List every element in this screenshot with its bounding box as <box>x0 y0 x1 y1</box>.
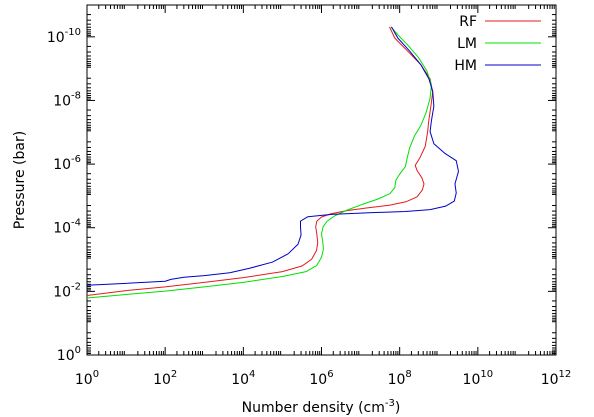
legend: RF LM HM <box>454 14 541 74</box>
x-tick-labels: 100 102 104 106 108 1010 1012 <box>75 369 571 388</box>
x-tick-label: 100 <box>75 369 99 388</box>
y-tick-label: 10-2 <box>53 281 81 300</box>
legend-label-lm: LM <box>457 36 477 52</box>
y-tick-label: 10-6 <box>53 154 81 173</box>
y-tick-label: 10-8 <box>53 90 81 109</box>
series-lines <box>86 26 459 299</box>
x-axis-label: Number density (cm-3) <box>242 398 401 416</box>
x-tick-label: 1012 <box>541 369 572 388</box>
major-ticks <box>86 5 557 356</box>
legend-label-hm: HM <box>454 58 477 74</box>
legend-label-rf: RF <box>459 14 477 30</box>
y-tick-label: 10-10 <box>47 27 81 46</box>
series-line-lm <box>86 26 432 299</box>
y-tick-label: 100 <box>57 345 81 364</box>
minor-ticks <box>87 5 556 355</box>
x-tick-label: 1010 <box>463 369 494 388</box>
series-line-rf <box>86 26 434 297</box>
series-line-hm <box>86 26 459 286</box>
y-axis-label: Pressure (bar) <box>12 131 28 229</box>
x-tick-label: 106 <box>309 369 333 388</box>
y-tick-labels: 100 10-2 10-4 10-6 10-8 10-10 <box>47 27 81 364</box>
x-tick-label: 102 <box>153 369 177 388</box>
plot-frame <box>86 4 557 356</box>
x-tick-label: 104 <box>231 369 255 388</box>
x-tick-label: 108 <box>388 369 412 388</box>
y-tick-label: 10-4 <box>53 218 81 237</box>
